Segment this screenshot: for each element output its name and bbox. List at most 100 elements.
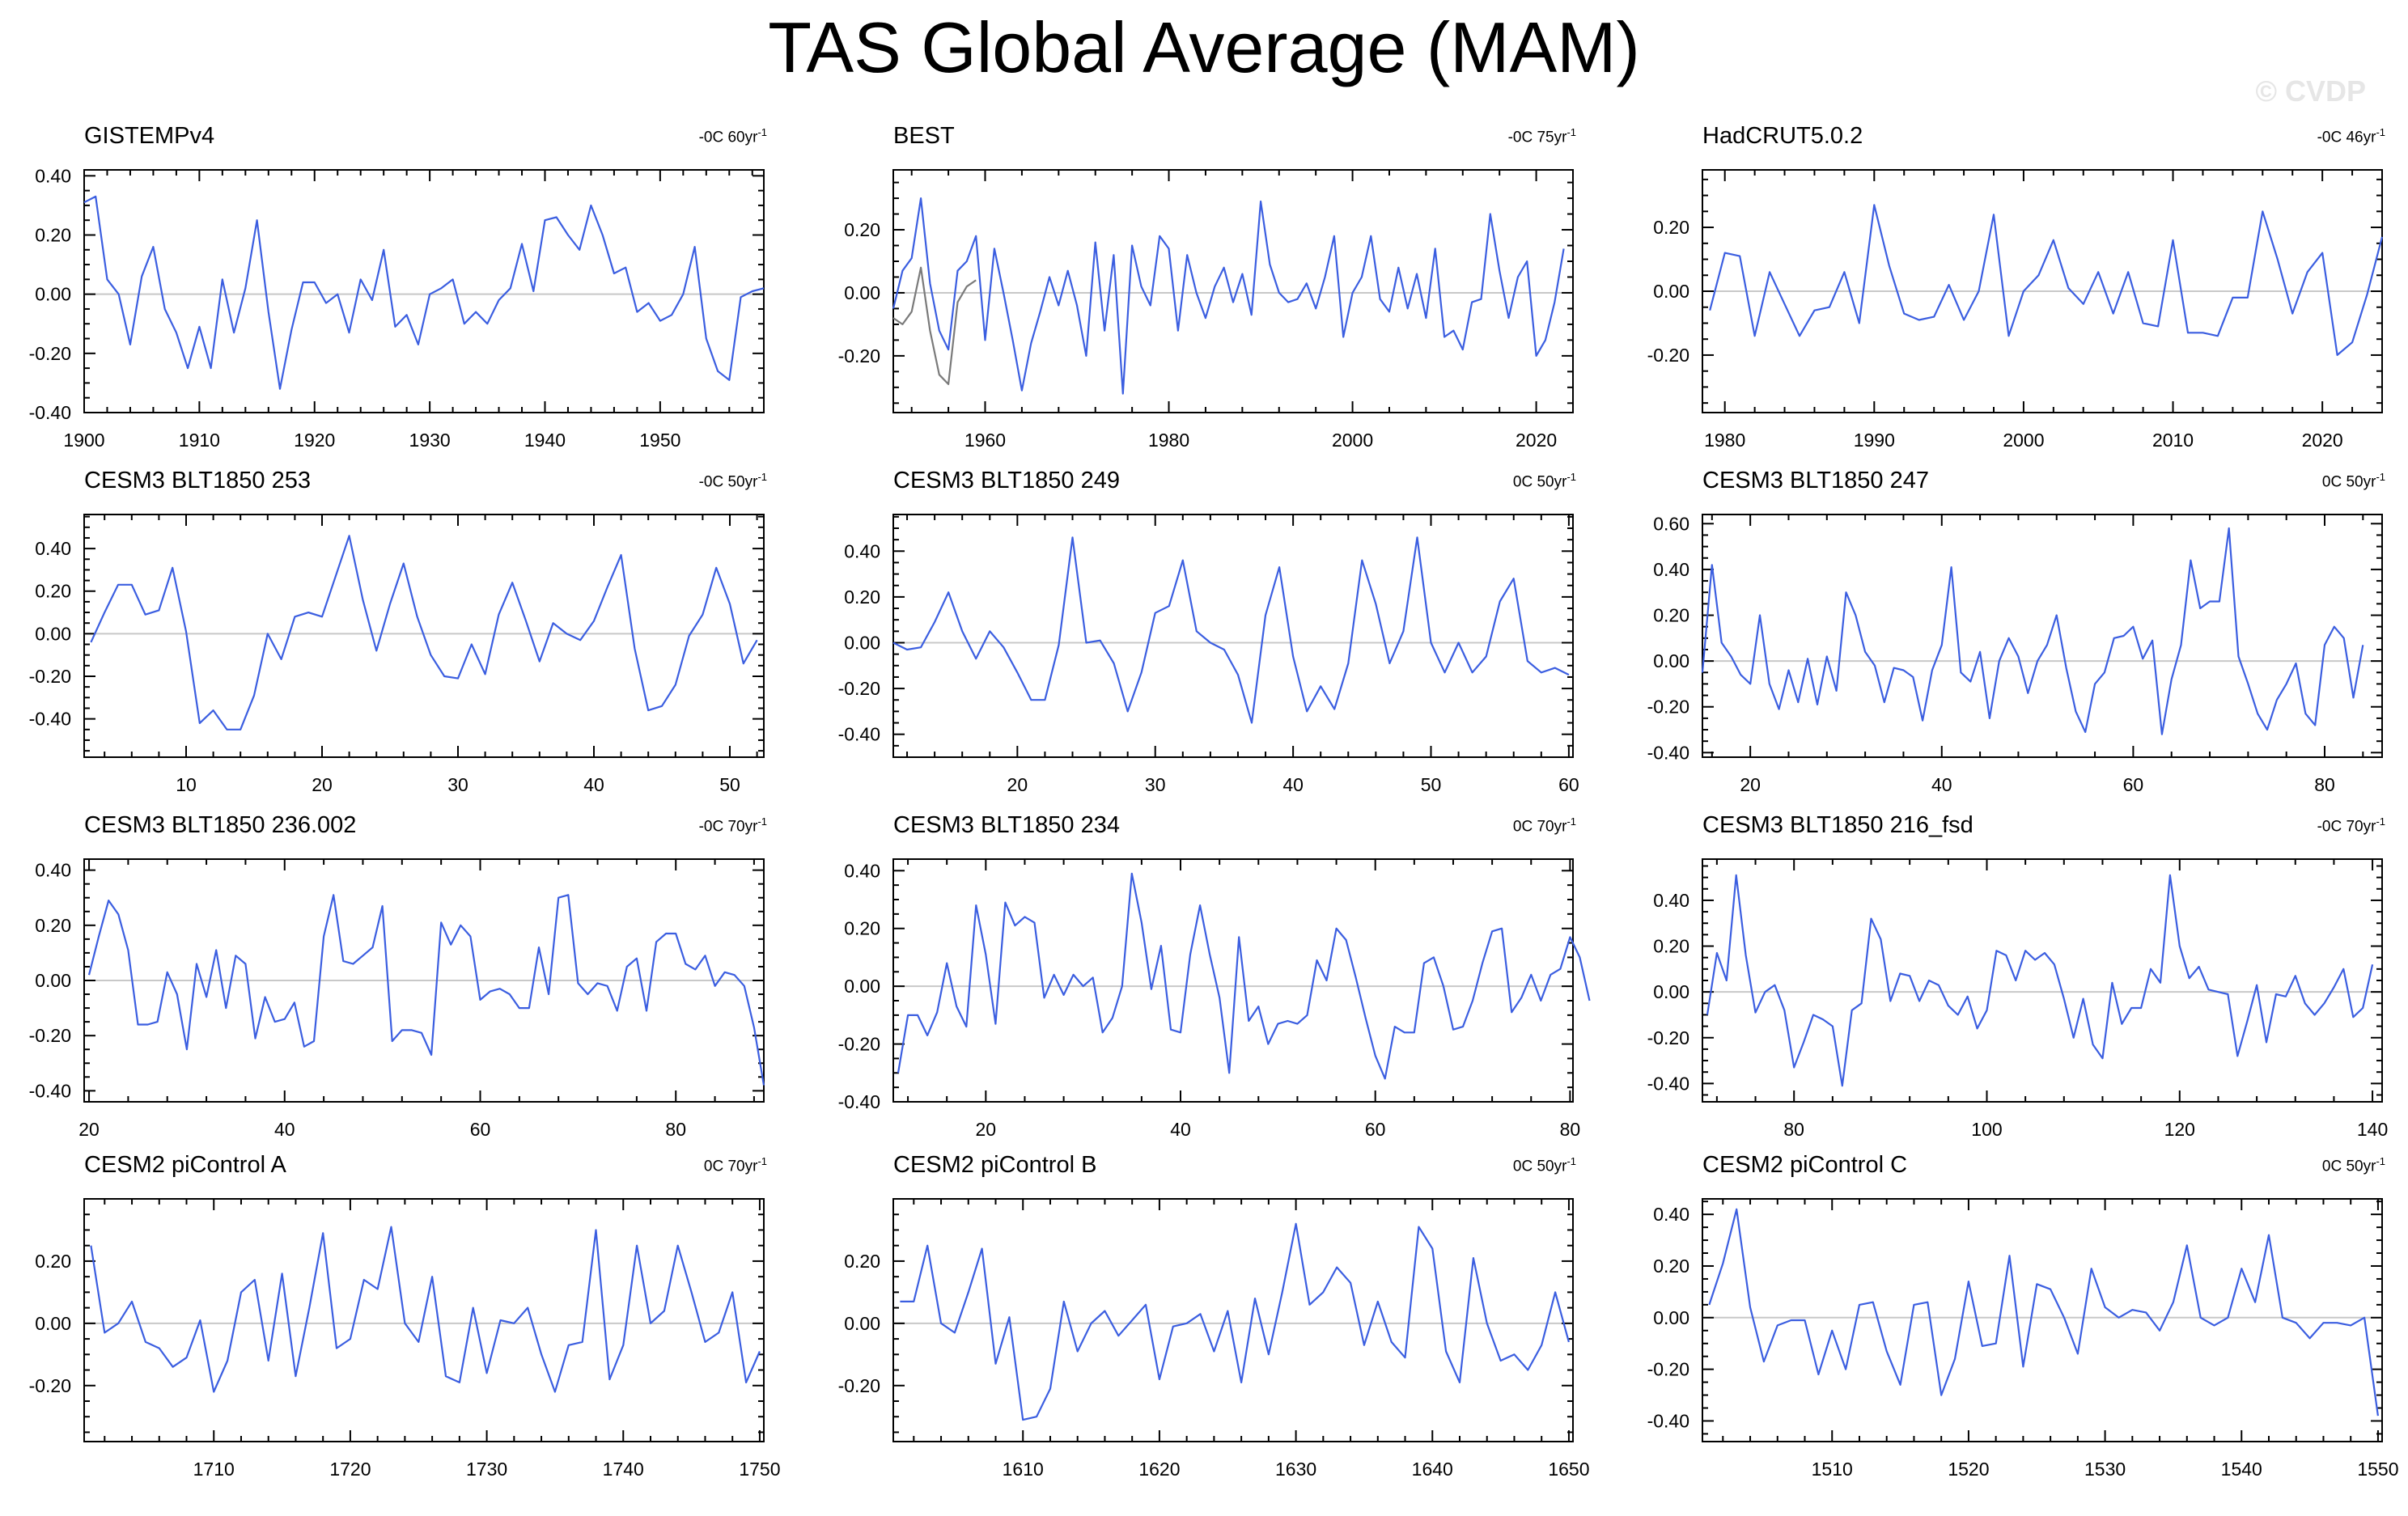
y-tick-label: 0.20 — [1653, 605, 1689, 626]
y-tick-label: 0.20 — [1653, 1256, 1689, 1277]
plot-frame — [1702, 858, 2383, 1103]
trend-unit: -1 — [2376, 126, 2385, 138]
x-tick-label: 20 — [78, 1119, 100, 1140]
y-tick-label: 0.00 — [35, 284, 71, 305]
y-tick-label: 0.20 — [844, 918, 880, 939]
plot-svg: -0.20 0.00 0.20 1980 1990 2000 2010 2020 — [1647, 169, 2384, 451]
x-tick-label: 80 — [665, 1119, 686, 1140]
y-tick-label: 0.00 — [1653, 981, 1689, 1002]
x-tick-label: 40 — [1282, 774, 1304, 795]
y-tick-label: 0.40 — [35, 165, 71, 186]
panel-title: HadCRUT5.0.2 — [1702, 123, 1863, 149]
trend-text: 0C 50yr — [1512, 473, 1567, 491]
x-tick-label: 20 — [1740, 774, 1761, 795]
x-tick-label: 20 — [1007, 774, 1028, 795]
series-line — [1709, 204, 2384, 356]
y-tick-label: -0.20 — [29, 666, 71, 687]
plot-frame — [892, 1198, 1574, 1442]
y-tick-label: 0.00 — [1653, 1307, 1689, 1328]
x-tick-label: 1930 — [409, 430, 451, 451]
trend-label: -0C 60yr-1 — [699, 126, 767, 146]
trend-text: 0C 50yr — [2321, 473, 2376, 491]
plot-frame — [892, 169, 1574, 413]
x-tick-label: 1960 — [964, 430, 1006, 451]
y-tick-label: 0.20 — [844, 1251, 880, 1272]
plot-frame — [83, 169, 765, 413]
y-tick-label: 0.20 — [1653, 217, 1689, 238]
plot-svg: -0.20 0.00 0.20 1960 1980 2000 2020 — [838, 169, 1574, 451]
panel-title: GISTEMPv4 — [84, 123, 215, 149]
chart-panel: CESM3 BLT1850 234 0C 70yr-1 -0.40 -0.20 0.00… — [809, 812, 1591, 1176]
trend-unit: -1 — [757, 126, 767, 138]
plot-frame — [1702, 514, 2383, 758]
x-tick-label: 1510 — [1812, 1459, 1853, 1480]
plot-svg: -0.40 -0.20 0.00 0.20 0.40 20 40 60 80 — [838, 858, 1591, 1140]
x-tick-label: 10 — [176, 774, 197, 795]
plot-svg: -0.40 -0.20 0.00 0.20 0.40 20 30 40 50 60 — [838, 514, 1579, 795]
y-tick-label: 0.00 — [35, 623, 71, 644]
y-tick-label: -0.40 — [838, 1091, 880, 1112]
trend-label: -0C 70yr-1 — [2317, 815, 2385, 836]
y-tick-label: -0.20 — [1647, 697, 1689, 718]
y-tick-label: 0.20 — [1653, 936, 1689, 957]
trend-unit: -1 — [2376, 815, 2385, 828]
plot-svg: -0.40 -0.20 0.00 0.20 0.40 0.60 20 40 60 80 — [1647, 513, 2383, 795]
y-tick-label: 0.60 — [1653, 513, 1689, 534]
x-tick-label: 40 — [274, 1119, 295, 1140]
panel-title: CESM2 piControl B — [893, 1152, 1097, 1178]
y-tick-label: -0.40 — [29, 709, 71, 730]
panel-title: CESM2 piControl C — [1702, 1152, 1908, 1178]
y-tick-label: -0.40 — [29, 402, 71, 423]
trend-unit: -1 — [757, 1155, 767, 1167]
series-line — [90, 1226, 761, 1393]
chart-panel: BEST -0C 75yr-1 -0.20 0.00 0.20 1960 1980 2000 2… — [809, 123, 1589, 487]
chart-panel: CESM3 BLT1850 247 0C 50yr-1 -0.40 -0.20 0.00… — [1618, 468, 2398, 832]
y-tick-label: 0.40 — [35, 860, 71, 881]
y-tick-label: 0.40 — [844, 860, 880, 881]
x-tick-label: 60 — [2123, 774, 2144, 795]
y-tick-label: 0.00 — [844, 282, 880, 303]
chart-panel: CESM2 piControl A 0C 70yr-1 -0.20 0.00 0.20 1… — [0, 1152, 781, 1516]
trend-text: -0C 60yr — [698, 129, 758, 146]
x-tick-label: 50 — [1421, 774, 1442, 795]
y-tick-label: 0.20 — [35, 915, 71, 936]
x-tick-label: 80 — [2314, 774, 2335, 795]
x-tick-label: 140 — [2357, 1119, 2388, 1140]
y-tick-label: -0.20 — [1647, 1027, 1689, 1048]
plot-svg: -0.40 -0.20 0.00 0.20 0.40 80 100 120 140 — [1647, 858, 2388, 1140]
x-tick-label: 1720 — [329, 1459, 371, 1480]
trend-label: 0C 70yr-1 — [1513, 815, 1576, 836]
series-line — [1708, 1208, 2379, 1416]
plot-svg: -0.20 0.00 0.20 1610 1620 1630 1640 1650 — [838, 1198, 1590, 1480]
trend-label: -0C 70yr-1 — [699, 815, 767, 836]
x-tick-label: 60 — [470, 1119, 491, 1140]
y-tick-label: -0.40 — [1647, 742, 1689, 763]
chart-panel: CESM3 BLT1850 216_fsd -0C 70yr-1 -0.40 -0.2… — [1618, 812, 2398, 1176]
plot-svg: -0.20 0.00 0.20 1710 1720 1730 1740 1750 — [29, 1198, 781, 1480]
x-tick-label: 1650 — [1548, 1459, 1589, 1480]
trend-text: -0C 70yr — [698, 818, 758, 836]
x-tick-label: 30 — [1145, 774, 1166, 795]
trend-unit: -1 — [2376, 471, 2385, 483]
plot-frame — [892, 514, 1574, 758]
y-tick-label: -0.40 — [1647, 1073, 1689, 1094]
cvdp-watermark: © CVDP — [2255, 74, 2366, 108]
plot-svg: -0.40 -0.20 0.00 0.20 0.40 1510 1520 1530 1540 15… — [1647, 1198, 2399, 1480]
y-tick-label: -0.40 — [29, 1080, 71, 1101]
x-tick-label: 40 — [583, 774, 604, 795]
series-line — [90, 535, 758, 730]
y-tick-label: -0.20 — [29, 1025, 71, 1046]
x-tick-label: 120 — [2164, 1119, 2195, 1140]
x-tick-label: 1910 — [179, 430, 220, 451]
y-tick-label: 0.40 — [844, 540, 880, 561]
trend-unit: -1 — [2376, 1155, 2385, 1167]
chart-panel: CESM3 BLT1850 253 -0C 50yr-1 -0.40 -0.20 0.0… — [0, 468, 780, 832]
series-line — [87, 894, 765, 1086]
chart-panel: GISTEMPv4 -0C 60yr-1 -0.40 -0.20 0.00 0.20 0.4… — [0, 123, 780, 487]
plot-svg: -0.40 -0.20 0.00 0.20 0.40 10 20 30 40 50 — [29, 514, 765, 795]
y-tick-label: -0.20 — [29, 1375, 71, 1396]
x-tick-label: 2020 — [2302, 430, 2343, 451]
chart-panel: CESM3 BLT1850 249 0C 50yr-1 -0.40 -0.20 0.00… — [809, 468, 1589, 832]
plot-frame — [1702, 1198, 2383, 1442]
trend-unit: -1 — [1566, 471, 1576, 483]
